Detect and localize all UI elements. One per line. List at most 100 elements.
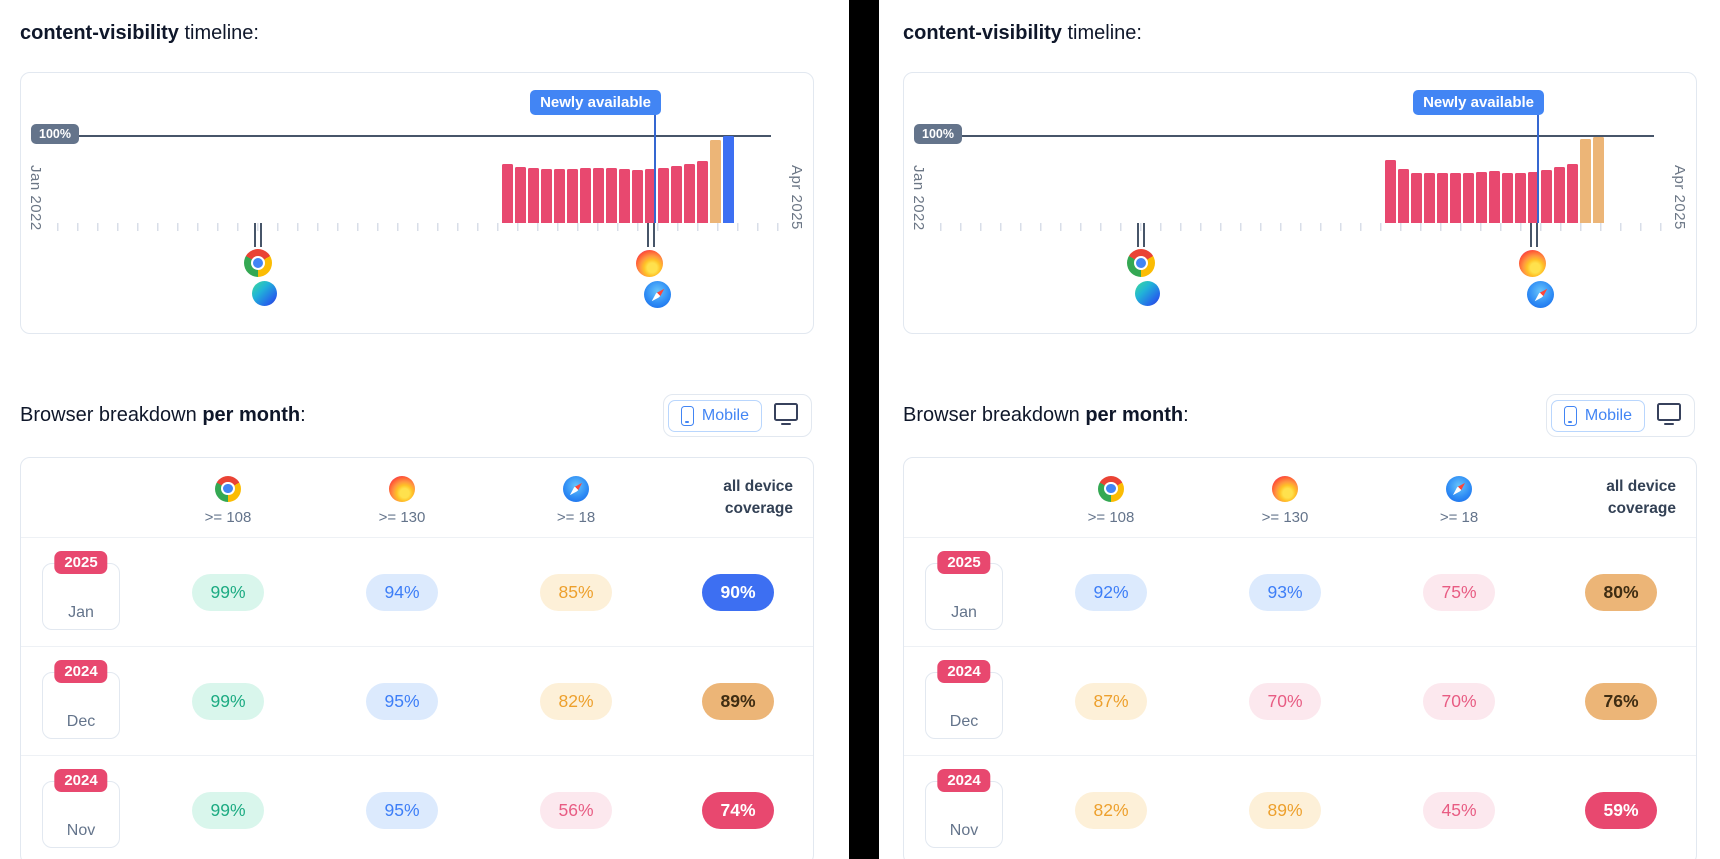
timeline-chart-card: Newly available 100% Jan 2022 Apr 2025 [903, 72, 1697, 334]
chrome-column-header: >= 108 [1024, 470, 1198, 526]
timeline-bar [1476, 171, 1487, 223]
panel-divider [849, 0, 879, 859]
timeline-bar [606, 168, 617, 223]
gecko-release-marker-line [1536, 223, 1538, 247]
coverage-column-header: all device coverage [1546, 476, 1696, 519]
breakdown-title-bold: per month [202, 404, 301, 426]
timeline-bar [1398, 169, 1409, 223]
support-pill: 82% [1075, 791, 1147, 829]
coverage-header-line2: coverage [1607, 499, 1676, 517]
breakdown-header-row: Browser breakdown per month: Mobile [903, 394, 1695, 437]
support-value-cell: 93% [1198, 573, 1372, 611]
support-value-cell: 56% [489, 791, 663, 829]
breakdown-title-suffix: : [300, 404, 306, 426]
table-body: 2025 Jan 99% 94% 85% 90% 2024 Dec 99% 95% 82% 89% 20… [21, 537, 813, 859]
support-pill: 75% [1423, 573, 1495, 611]
safari-column-header: >= 18 [1372, 470, 1546, 526]
coverage-pill: 89% [702, 682, 774, 720]
month-label: 2024 Nov [904, 768, 1024, 848]
timeline-bars [1385, 136, 1604, 223]
hundred-percent-badge: 100% [914, 124, 962, 144]
coverage-pill: 90% [702, 573, 774, 611]
breakdown-table: >= 108 >= 130 >= 18 all device coverage … [903, 457, 1697, 859]
month-label-card: 2025 Jan [925, 550, 1003, 630]
chromium-release-marker-line [254, 223, 256, 247]
support-value-cell: 95% [315, 682, 489, 720]
support-value-cell: 70% [1198, 682, 1372, 720]
firefox-icon [1519, 250, 1546, 277]
timeline-bar [554, 169, 565, 223]
timeline-bar [1580, 139, 1591, 223]
coverage-header-line2: coverage [724, 499, 793, 517]
firefox-icon [389, 475, 415, 502]
table-row: 2024 Nov 99% 95% 56% 74% [21, 755, 813, 859]
device-toggle: Mobile [1545, 394, 1695, 437]
breakdown-header-row: Browser breakdown per month: Mobile [20, 394, 812, 437]
timeline-bar [1541, 169, 1552, 223]
year-badge: 2025 [54, 550, 108, 574]
timeline-bar [1424, 173, 1435, 223]
breakdown-title-bold: per month [1085, 404, 1184, 426]
support-pill: 45% [1423, 791, 1495, 829]
support-pill: 95% [366, 791, 438, 829]
timeline-bar [1502, 172, 1513, 223]
mobile-toggle-button[interactable]: Mobile [667, 399, 762, 432]
month-label: 2024 Dec [904, 659, 1024, 739]
timeline-title: content-visibility timeline: [20, 22, 869, 45]
chrome-icon [244, 249, 272, 277]
timeline-bar [1554, 167, 1565, 223]
breakdown-title-suffix: : [1183, 404, 1189, 426]
mobile-toggle-label: Mobile [701, 406, 749, 424]
support-value-cell: 99% [141, 682, 315, 720]
timeline-bar [723, 136, 734, 223]
breakdown-table: >= 108 >= 130 >= 18 all device coverage … [20, 457, 814, 859]
year-badge: 2024 [54, 659, 108, 683]
month-label: 2025 Jan [21, 550, 141, 630]
coverage-header-line1: all device [723, 477, 793, 495]
support-pill: 70% [1249, 682, 1321, 720]
device-toggle: Mobile [662, 394, 812, 437]
timeline-bar [684, 163, 695, 223]
table-header: >= 108 >= 130 >= 18 all device coverage [21, 458, 813, 537]
desktop-toggle-button[interactable] [1651, 399, 1690, 432]
chromium-release-marker-line [1137, 223, 1139, 247]
support-pill: 82% [540, 682, 612, 720]
support-pill: 99% [192, 573, 264, 611]
axis-start-label: Jan 2022 [27, 165, 44, 231]
support-pill: 92% [1075, 573, 1147, 611]
desktop-toggle-button[interactable] [768, 399, 807, 432]
chrome-icon [1098, 475, 1124, 502]
support-value-cell: 70% [1372, 682, 1546, 720]
safari-version: >= 18 [1439, 508, 1479, 526]
table-row: 2025 Jan 92% 93% 75% 80% [904, 537, 1696, 646]
support-value-cell: 82% [489, 682, 663, 720]
panel-right: content-visibility timeline: Newly avail… [879, 0, 1720, 859]
table-row: 2025 Jan 99% 94% 85% 90% [21, 537, 813, 646]
support-value-cell: 45% [1372, 791, 1546, 829]
hundred-percent-line [77, 135, 771, 137]
year-badge: 2024 [937, 768, 991, 792]
support-value-cell: 99% [141, 573, 315, 611]
timeline-bar [645, 169, 656, 223]
support-pill: 70% [1423, 682, 1495, 720]
coverage-pill: 74% [702, 791, 774, 829]
timeline-bar [697, 161, 708, 223]
mobile-toggle-button[interactable]: Mobile [1550, 399, 1645, 432]
month-label: 2025 Jan [904, 550, 1024, 630]
timeline-bar [671, 166, 682, 223]
support-value-cell: 82% [1024, 791, 1198, 829]
timeline-chart-card: Newly available 100% Jan 2022 Apr 2025 [20, 72, 814, 334]
support-value-cell: 89% [1198, 791, 1372, 829]
timeline-bar [515, 167, 526, 223]
timeline-bar [632, 169, 643, 223]
timeline-bar [619, 169, 630, 223]
timeline-bar [580, 168, 591, 223]
timeline-bar [593, 168, 604, 223]
month-label: 2024 Dec [21, 659, 141, 739]
breakdown-title-prefix: Browser breakdown [20, 404, 203, 426]
timeline-bar [1411, 172, 1422, 223]
timeline-bar [541, 169, 552, 223]
timeline-bar [1385, 160, 1396, 223]
timeline-bar [1567, 163, 1578, 223]
table-row: 2024 Dec 99% 95% 82% 89% [21, 646, 813, 755]
